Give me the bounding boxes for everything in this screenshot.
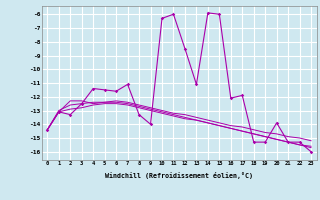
X-axis label: Windchill (Refroidissement éolien,°C): Windchill (Refroidissement éolien,°C) (105, 172, 253, 179)
